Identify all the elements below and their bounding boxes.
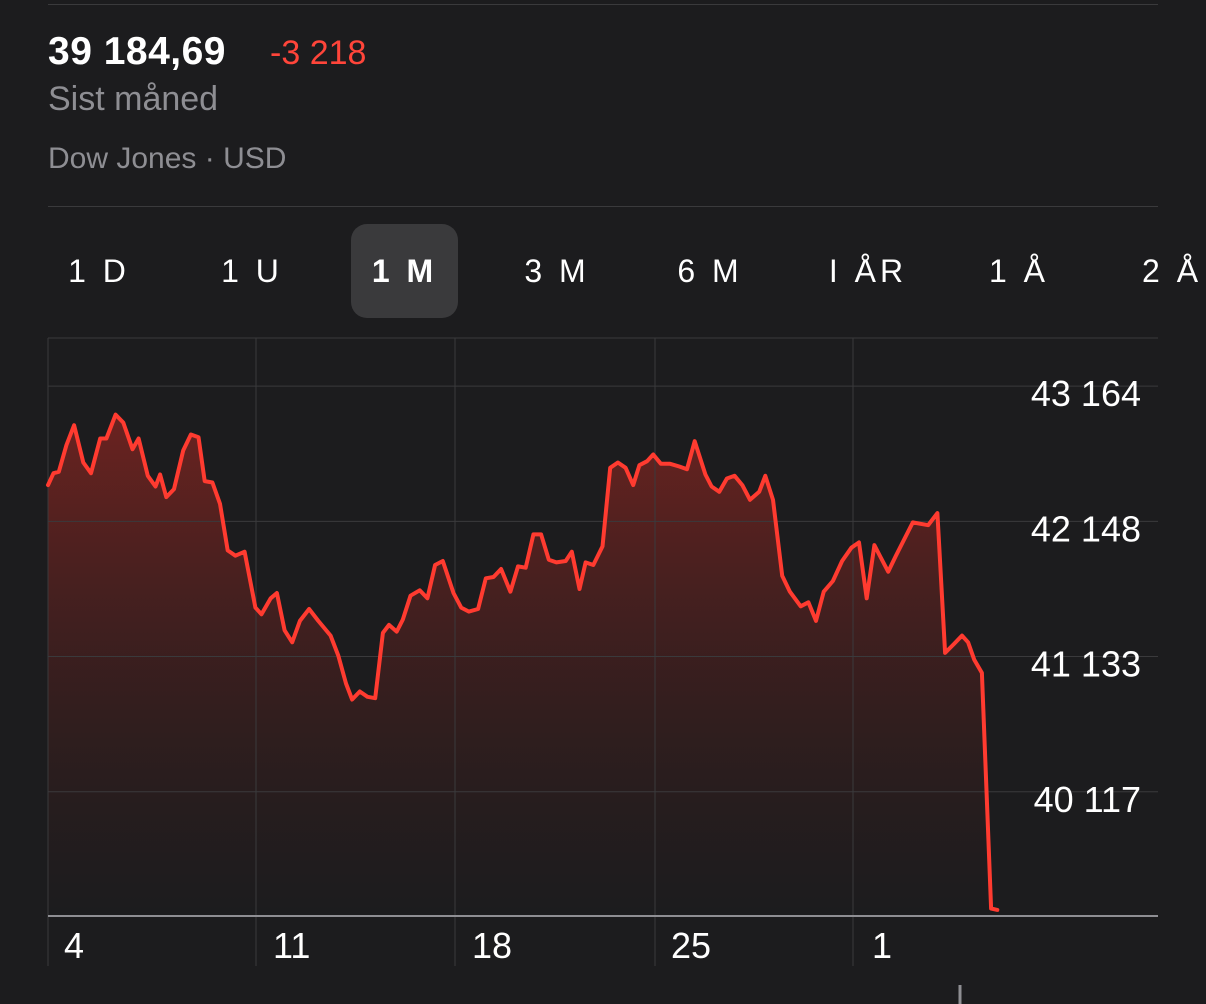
range-tab-3m[interactable]: 3 M — [524, 252, 590, 289]
x-tick-label: 4 — [64, 925, 84, 966]
range-tab-1m[interactable]: 1 M — [351, 224, 458, 318]
range-tab-1w[interactable]: 1 U — [221, 252, 283, 289]
price-chart-svg: 43 164 42 148 41 133 40 117 4 11 18 25 1 — [46, 337, 1158, 1004]
period-label: Sist måned — [48, 80, 219, 118]
quote-header: 39 184,69 -3 218 — [48, 30, 366, 80]
y-tick-label: 40 117 — [1034, 779, 1141, 820]
price-chart[interactable]: 43 164 42 148 41 133 40 117 4 11 18 25 1 — [0, 330, 1206, 1004]
x-tick-label: 11 — [273, 925, 310, 966]
x-tick-label: 25 — [671, 925, 711, 966]
range-tab-6m[interactable]: 6 M — [677, 252, 743, 289]
y-tick-label: 41 133 — [1031, 643, 1141, 684]
range-tab-ytd[interactable]: I ÅR — [828, 252, 908, 289]
series-line — [46, 412, 1000, 912]
x-tick-label: 1 — [872, 925, 892, 966]
price-change: -3 218 — [270, 34, 367, 72]
current-price: 39 184,69 — [48, 30, 227, 73]
range-tab-2y[interactable]: 2 Å — [1142, 252, 1203, 289]
index-source-label: Dow Jones · USD — [48, 142, 287, 175]
x-tick-label: 18 — [472, 925, 512, 966]
series-area — [48, 414, 998, 916]
y-tick-label: 43 164 — [1031, 373, 1141, 414]
range-tab-1y[interactable]: 1 Å — [988, 252, 1050, 289]
top-divider — [48, 4, 1158, 5]
range-tab-1d[interactable]: 1 D — [68, 252, 130, 289]
y-tick-label: 42 148 — [1031, 508, 1141, 549]
header-divider — [48, 206, 1158, 207]
range-selector: 1 D 1 U 1 M 3 M 6 M I ÅR 1 Å 2 Å — [0, 224, 1206, 320]
